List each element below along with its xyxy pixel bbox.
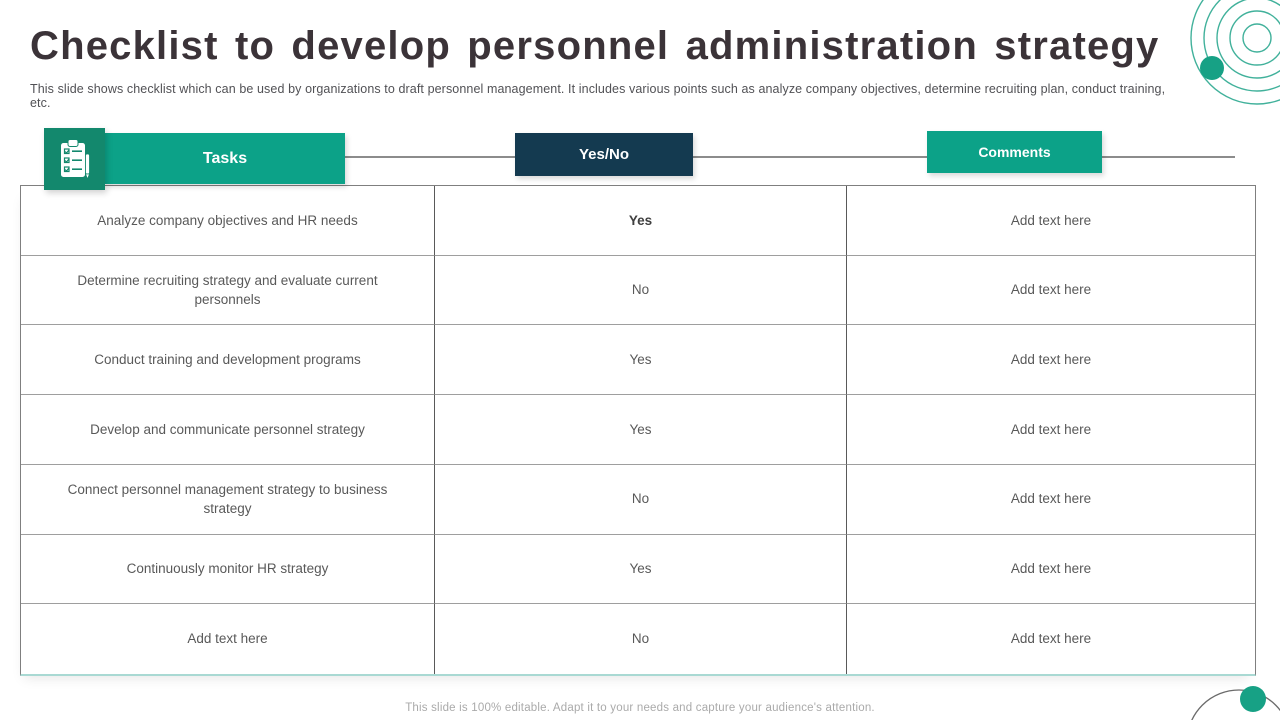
concentric-circles-decoration [1190, 0, 1280, 105]
tasks-icon-tile [44, 128, 105, 190]
yes-no-cell[interactable]: No [435, 464, 847, 535]
column-header-tasks: Tasks [105, 133, 345, 184]
slide-subtitle: This slide shows checklist which can be … [30, 82, 1166, 110]
teal-dot-icon [1200, 56, 1224, 80]
yes-no-cell[interactable]: Yes [435, 186, 847, 256]
task-cell: Conduct training and development program… [21, 325, 435, 396]
task-cell: Determine recruiting strategy and evalua… [21, 255, 435, 326]
yes-no-cell[interactable]: No [435, 255, 847, 326]
column-header-yes-no: Yes/No [515, 133, 693, 176]
clipboard-checklist-icon [60, 139, 90, 180]
task-cell: Continuously monitor HR strategy [21, 534, 435, 605]
comment-cell[interactable]: Add text here [847, 395, 1255, 465]
corner-circle-decoration [1191, 686, 1280, 720]
comment-cell[interactable]: Add text here [847, 465, 1255, 535]
page-title: Checklist to develop personnel administr… [30, 24, 1160, 68]
column-header-comments: Comments [927, 131, 1102, 173]
yes-no-cell[interactable]: Yes [435, 534, 847, 605]
yes-no-cell[interactable]: Yes [435, 395, 847, 465]
comment-cell[interactable]: Add text here [847, 186, 1255, 256]
checklist-table: Analyze company objectives and HR needs … [20, 185, 1256, 676]
comment-cell[interactable]: Add text here [847, 325, 1255, 396]
comment-cell[interactable]: Add text here [847, 535, 1255, 605]
task-cell: Analyze company objectives and HR needs [21, 186, 435, 256]
comment-cell[interactable]: Add text here [1010, 631, 1092, 647]
teal-dot-icon [1240, 686, 1266, 712]
slide-footer-note: This slide is 100% editable. Adapt it to… [405, 702, 875, 714]
task-cell: Connect personnel management strategy to… [21, 464, 435, 535]
yes-no-cell[interactable]: Yes [435, 325, 847, 396]
task-cell[interactable]: Add text here [21, 604, 435, 674]
yes-no-cell[interactable]: No [435, 604, 847, 674]
task-cell: Develop and communicate personnel strate… [21, 395, 435, 465]
comment-cell[interactable]: Add text here [847, 256, 1255, 326]
